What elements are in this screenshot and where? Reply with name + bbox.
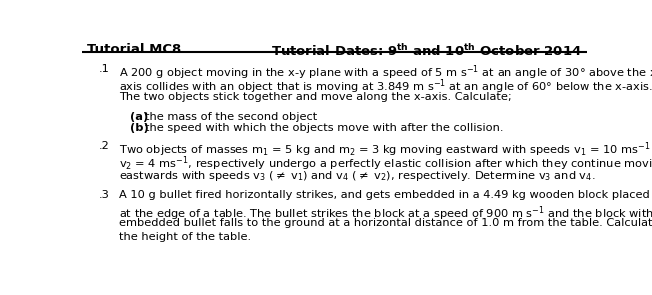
- Text: .2: .2: [99, 140, 110, 150]
- Text: .3: .3: [99, 190, 110, 200]
- Text: A 10 g bullet fired horizontally strikes, and gets embedded in a 4.49 kg wooden : A 10 g bullet fired horizontally strikes…: [119, 190, 650, 200]
- Text: The two objects stick together and move along the x-axis. Calculate;: The two objects stick together and move …: [119, 92, 512, 102]
- Text: axis collides with an object that is moving at 3.849 m s$^{-1}$ at an angle of 6: axis collides with an object that is mov…: [119, 78, 652, 96]
- Text: at the edge of a table. The bullet strikes the block at a speed of 900 m s$^{-1}: at the edge of a table. The bullet strik…: [119, 204, 652, 222]
- Text: v$_2$ = 4 ms$^{-1}$, respectively undergo a perfectly elastic collision after wh: v$_2$ = 4 ms$^{-1}$, respectively underg…: [119, 155, 652, 173]
- Text: the speed with which the objects move with after the collision.: the speed with which the objects move wi…: [145, 123, 503, 133]
- Text: (a): (a): [130, 112, 148, 122]
- Text: embedded bullet falls to the ground at a horizontal distance of 1.0 m from the t: embedded bullet falls to the ground at a…: [119, 218, 652, 228]
- Text: eastwards with speeds v$_3$ ($\neq$ v$_1$) and v$_4$ ($\neq$ v$_2$), respectivel: eastwards with speeds v$_3$ ($\neq$ v$_1…: [119, 169, 596, 183]
- Text: Two objects of masses m$_1$ = 5 kg and m$_2$ = 3 kg moving eastward with speeds : Two objects of masses m$_1$ = 5 kg and m…: [119, 140, 652, 159]
- Text: the height of the table.: the height of the table.: [119, 232, 252, 242]
- Text: Tutorial MC8: Tutorial MC8: [87, 43, 181, 56]
- Text: .1: .1: [99, 64, 110, 74]
- Text: (b): (b): [130, 123, 148, 133]
- Text: the mass of the second object: the mass of the second object: [145, 112, 317, 122]
- Text: A 200 g object moving in the x-y plane with a speed of 5 m s$^{-1}$ at an angle : A 200 g object moving in the x-y plane w…: [119, 64, 652, 82]
- Text: Tutorial Dates: 9$^{\mathbf{th}}$ and 10$^{\mathbf{th}}$ October 2014: Tutorial Dates: 9$^{\mathbf{th}}$ and 10…: [271, 43, 582, 59]
